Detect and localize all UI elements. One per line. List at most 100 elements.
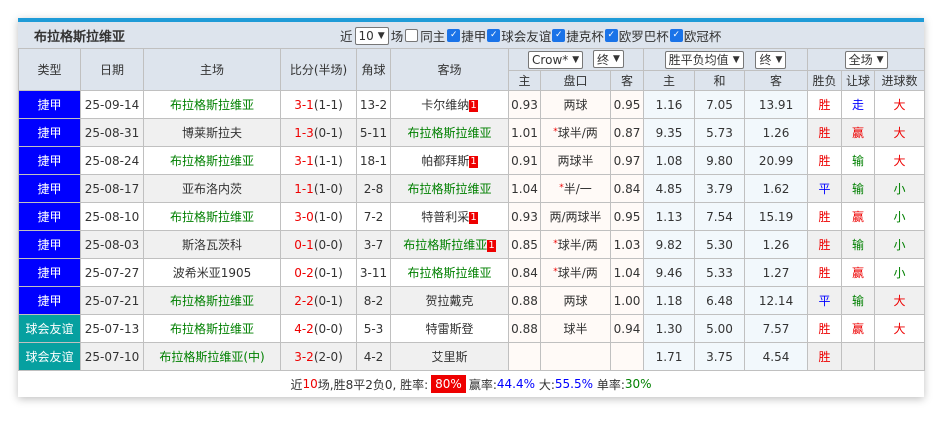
corners: 4-2: [356, 342, 391, 371]
ep-draw-odds: 5.73: [694, 118, 746, 147]
team-name[interactable]: 布拉格斯拉维亚: [407, 126, 492, 140]
ep-stage-select[interactable]: 终 ▼: [755, 50, 787, 69]
range-value: 全场: [848, 53, 873, 67]
ep-stage-value: 终: [759, 53, 772, 67]
score[interactable]: 1-1(1-0): [280, 174, 357, 203]
league-type[interactable]: 捷甲: [18, 286, 81, 315]
team-name[interactable]: 特普利采: [421, 210, 470, 224]
company-select[interactable]: Crow* ▼: [528, 50, 584, 69]
score[interactable]: 3-1(1-1): [280, 90, 357, 119]
league-type[interactable]: 捷甲: [18, 202, 81, 231]
league-type[interactable]: 捷甲: [18, 174, 81, 203]
league-type[interactable]: 捷甲: [18, 146, 81, 175]
team-name[interactable]: 布拉格斯拉维亚: [169, 210, 254, 224]
ah-home-odds: 0.93: [508, 202, 541, 231]
score[interactable]: 0-1(0-0): [280, 230, 357, 259]
ah-away-odds: 1.03: [609, 230, 645, 259]
score[interactable]: 0-2(0-1): [280, 258, 357, 287]
ep-avg-select[interactable]: 胜平负均值 ▼: [664, 50, 744, 69]
result: 胜: [807, 258, 843, 287]
team-name[interactable]: 波希米亚1905: [172, 266, 252, 280]
team-name[interactable]: 布拉格斯拉维亚: [407, 266, 492, 280]
home-team: 博莱斯拉夫: [143, 118, 281, 147]
ah-stage-select[interactable]: 终 ▼: [593, 50, 624, 69]
league-checkbox[interactable]: ✓: [487, 29, 501, 42]
league-type[interactable]: 捷甲: [18, 258, 81, 287]
chevron-down-icon: ▼: [572, 54, 580, 65]
handicap-result: 输: [841, 286, 876, 315]
team-name[interactable]: 布拉格斯拉维亚(中): [159, 350, 265, 364]
ah-line: 球半: [540, 314, 611, 343]
home-team: 斯洛瓦茨科: [143, 230, 281, 259]
away-team: 帕都拜斯1: [390, 146, 509, 175]
range-select[interactable]: 全场 ▼: [844, 50, 888, 69]
team-name[interactable]: 特雷斯登: [425, 322, 474, 336]
handicap-result: 赢: [841, 314, 876, 343]
league-checkbox[interactable]: ✓: [604, 29, 618, 42]
same-host-checkbox[interactable]: [405, 29, 419, 42]
team-name[interactable]: 帕都拜斯: [421, 154, 470, 168]
league-checkbox[interactable]: ✓: [447, 29, 461, 42]
league-checkbox[interactable]: ✓: [552, 29, 566, 42]
score[interactable]: 3-0(1-0): [280, 202, 357, 231]
team-name[interactable]: 艾里斯: [431, 350, 468, 364]
result: 胜: [807, 118, 843, 147]
win-rate: 80%: [431, 375, 466, 393]
result: 平: [807, 174, 843, 203]
goals-result: 大: [874, 314, 926, 343]
corners: 3-11: [356, 258, 391, 287]
team-name[interactable]: 布拉格斯拉维亚: [169, 294, 254, 308]
table-row: 捷甲 25-07-27 波希米亚1905 0-2(0-1) 3-11 布拉格斯拉…: [18, 258, 926, 287]
score[interactable]: 3-1(1-1): [280, 146, 357, 175]
home-team: 波希米亚1905: [143, 258, 281, 287]
summary-text: 近: [290, 377, 303, 392]
summary-text: 场,胜8平2负0, 胜率:: [317, 377, 429, 392]
score[interactable]: 1-3(0-1): [280, 118, 357, 147]
match-date: 25-08-03: [80, 230, 144, 259]
ep-away-odds: 1.26: [744, 118, 809, 147]
league-type[interactable]: 球会友谊: [18, 342, 81, 371]
match-count-select[interactable]: 10 ▼: [354, 26, 389, 45]
team-name[interactable]: 卡尔维纳: [421, 98, 470, 112]
goals-result: 大: [874, 90, 926, 119]
team-name[interactable]: 布拉格斯拉维亚: [403, 238, 488, 252]
ep-away-odds: 20.99: [744, 146, 809, 175]
league-type[interactable]: 捷甲: [18, 90, 81, 119]
league-type[interactable]: 球会友谊: [18, 314, 81, 343]
ah-home-odds: 0.84: [508, 258, 541, 287]
team-name[interactable]: 亚布洛内茨: [181, 182, 242, 196]
league-type[interactable]: 捷甲: [18, 230, 81, 259]
half-time-score: (2-0): [313, 349, 343, 364]
league-type[interactable]: 捷甲: [18, 118, 81, 147]
ah-away-odds: 0.94: [609, 314, 645, 343]
corners: 13-2: [356, 90, 391, 119]
ep-draw-odds: 5.00: [694, 314, 746, 343]
team-name[interactable]: 贺拉戴克: [425, 294, 474, 308]
score[interactable]: 3-2(2-0): [280, 342, 357, 371]
ah-line-value: 两球: [563, 98, 588, 112]
league-checkbox[interactable]: ✓: [669, 29, 683, 42]
team-name[interactable]: 布拉格斯拉维亚: [169, 98, 254, 112]
chevron-down-icon: ▼: [732, 54, 740, 65]
team-name[interactable]: 博莱斯拉夫: [181, 126, 242, 140]
ah-line: 两球半: [540, 146, 611, 175]
match-table: 类型 日期 主场 比分(半场) 角球 客场 Crow* ▼ 终 ▼ 胜平负均值 ▼ 终…: [18, 48, 926, 371]
unit-label: 场: [390, 29, 404, 44]
team-name[interactable]: 布拉格斯拉维亚: [407, 182, 492, 196]
half-time-score: (0-1): [313, 125, 343, 140]
ah-home-odds: 0.85: [508, 230, 541, 259]
match-date: 25-08-24: [80, 146, 144, 175]
result: 胜: [807, 146, 843, 175]
full-time-score: 0-1: [294, 237, 314, 252]
handicap-rate: 44.4%: [496, 377, 535, 391]
corners: 5-3: [356, 314, 391, 343]
score[interactable]: 4-2(0-0): [280, 314, 357, 343]
handicap-result: 输: [841, 146, 876, 175]
star-mark: *: [553, 239, 558, 249]
team-name[interactable]: 布拉格斯拉维亚: [169, 322, 254, 336]
score[interactable]: 2-2(0-1): [280, 286, 357, 315]
home-team: 布拉格斯拉维亚(中): [143, 342, 281, 371]
team-name[interactable]: 斯洛瓦茨科: [181, 238, 242, 252]
away-team: 布拉格斯拉维亚: [390, 258, 509, 287]
team-name[interactable]: 布拉格斯拉维亚: [169, 154, 254, 168]
